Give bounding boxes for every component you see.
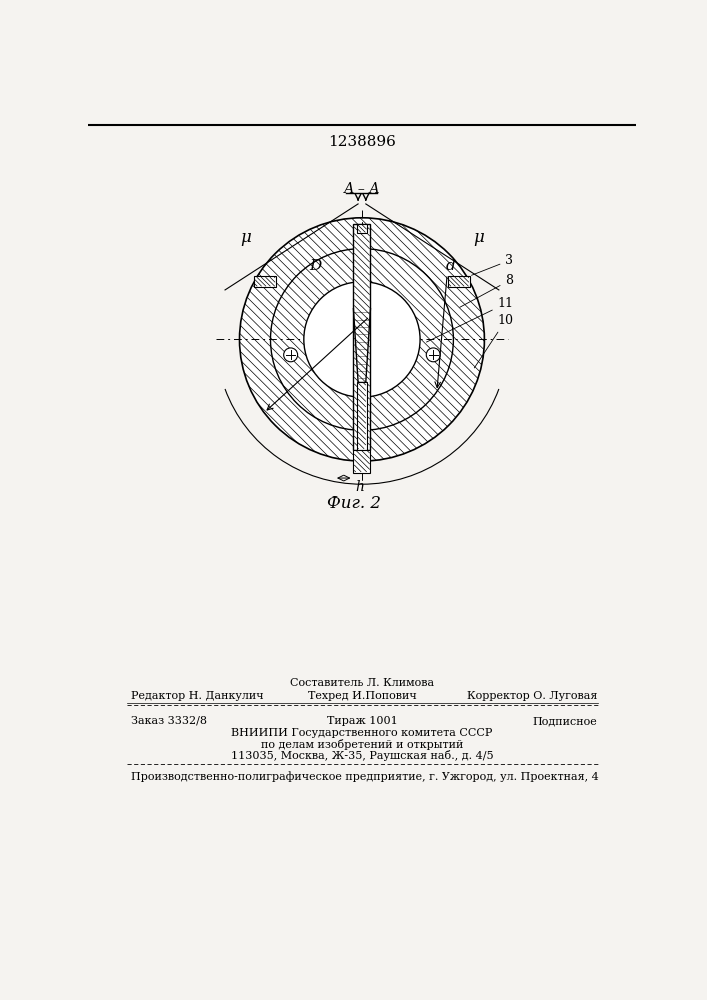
Text: Составитель Л. Климова: Составитель Л. Климова (290, 678, 434, 688)
Bar (356, 224, 368, 233)
Text: Техред И.Попович: Техред И.Попович (308, 691, 416, 701)
Circle shape (240, 218, 484, 461)
Bar (354, 224, 370, 450)
Text: h: h (355, 480, 364, 494)
Text: 10: 10 (474, 314, 513, 368)
Text: 11: 11 (426, 297, 513, 342)
Text: D: D (310, 259, 322, 273)
Text: Редактор Н. Данкулич: Редактор Н. Данкулич (131, 691, 264, 701)
Polygon shape (255, 276, 276, 287)
Text: Фиг. 2: Фиг. 2 (327, 495, 381, 512)
Text: ВНИИПИ Государственного комитета СССР: ВНИИПИ Государственного комитета СССР (231, 728, 493, 738)
Circle shape (284, 348, 298, 362)
Text: 1238896: 1238896 (328, 135, 396, 149)
Text: 3: 3 (472, 254, 513, 275)
Text: Заказ 3332/8: Заказ 3332/8 (131, 716, 207, 726)
Text: А – А: А – А (344, 182, 380, 196)
Text: Подписное: Подписное (533, 716, 597, 726)
Text: по делам изобретений и открытий: по делам изобретений и открытий (261, 739, 463, 750)
Circle shape (304, 282, 420, 397)
Polygon shape (448, 276, 469, 287)
Text: Производственно-полиграфическое предприятие, г. Ужгород, ул. Проектная, 4: Производственно-полиграфическое предприя… (131, 771, 599, 782)
Text: Корректор О. Луговая: Корректор О. Луговая (467, 691, 597, 701)
Text: 113035, Москва, Ж-35, Раушская наб., д. 4/5: 113035, Москва, Ж-35, Раушская наб., д. … (230, 750, 493, 761)
Text: 8: 8 (460, 274, 513, 307)
Text: μ: μ (473, 229, 484, 246)
Bar (357, 382, 367, 450)
Text: d: d (446, 259, 456, 273)
Text: μ: μ (240, 229, 251, 246)
Bar (354, 450, 370, 473)
Circle shape (426, 348, 440, 362)
Text: Тираж 1001: Тираж 1001 (327, 716, 397, 726)
